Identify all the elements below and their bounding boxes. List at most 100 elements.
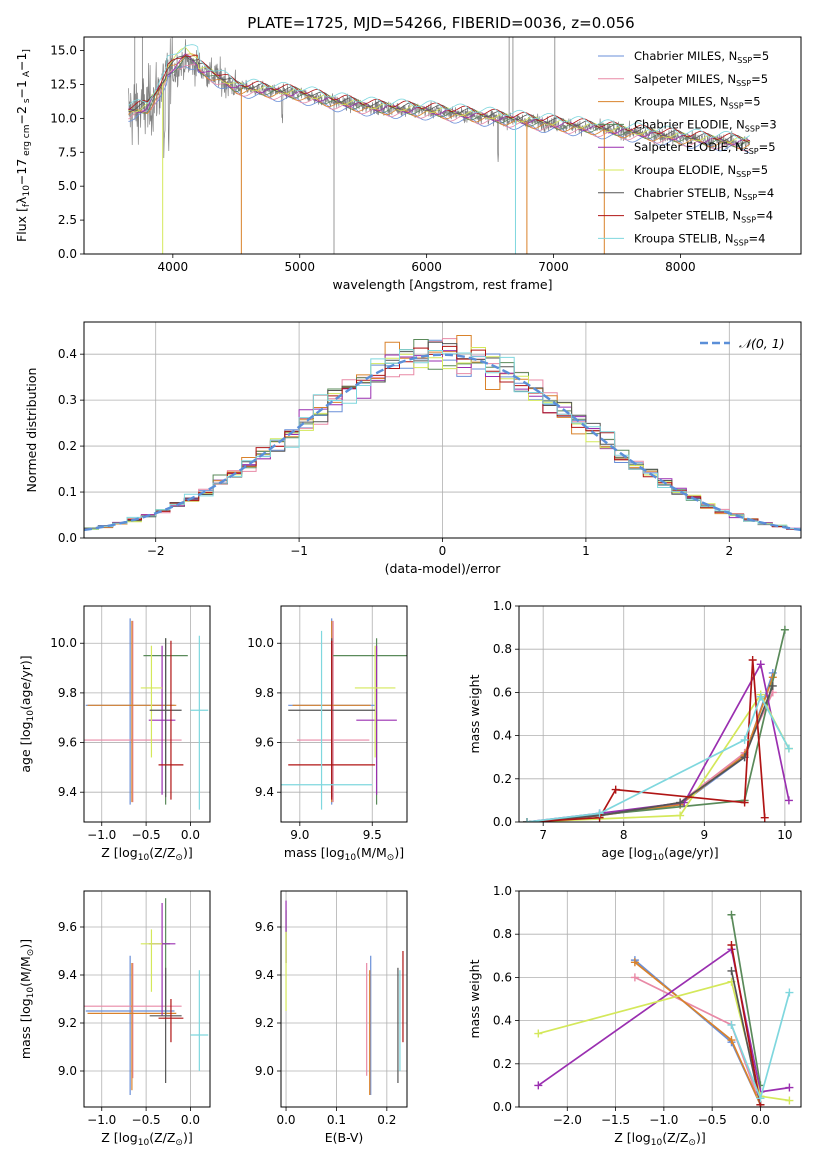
- y-axis-label-part: 10: [26, 987, 36, 999]
- y-tick-label: 9.0: [58, 1064, 77, 1078]
- x-tick-label: 0.0: [181, 828, 200, 842]
- y-axis-label-part: mass [log: [18, 998, 33, 1059]
- weight-marker: [756, 692, 765, 701]
- error-bar-point: [158, 999, 184, 1043]
- x-tick-label: −0.5: [132, 1113, 161, 1127]
- y-tick-label: 9.2: [255, 1016, 274, 1030]
- x-tick-label: 0.0: [276, 1113, 295, 1127]
- x-tick-label: 4000: [158, 260, 189, 274]
- legend-sep: , N: [718, 231, 734, 245]
- legend-name: Salpeter MILES: [634, 72, 720, 86]
- y-axis-label-part: (M/M: [18, 956, 33, 987]
- x-tick-label: −2.0: [553, 1113, 582, 1127]
- plot-area: [281, 618, 407, 810]
- weight-line: [527, 677, 774, 822]
- model-line: [128, 54, 750, 142]
- legend-sep: , N: [725, 209, 741, 223]
- legend-nssp: 5: [761, 163, 768, 177]
- legend-sep: , N: [729, 117, 745, 131]
- legend-entry: Salpeter STELIB, NSSP=4: [634, 209, 773, 225]
- y-tick-label: 9.8: [58, 686, 77, 700]
- y-tick-label: 10.0: [50, 636, 77, 650]
- weight-marker: [784, 744, 793, 753]
- error-bar-point: [87, 620, 177, 803]
- weight-marker: [534, 1081, 543, 1090]
- y-axis-label-part: −2: [14, 106, 29, 124]
- x-tick-label: −1.0: [87, 828, 116, 842]
- legend-nssp: 4: [758, 231, 765, 245]
- y-tick-label: 0.0: [58, 247, 77, 261]
- legend-eq: =: [757, 186, 767, 200]
- legend-sep: , N: [726, 186, 742, 200]
- x-axis-label-part: ⊙: [175, 853, 183, 863]
- y-tick-label: 10.0: [247, 636, 274, 650]
- x-axis-label-part: 10: [138, 853, 150, 863]
- y-tick-label: 0.0: [493, 1100, 512, 1114]
- legend-sub: SSP: [744, 147, 759, 156]
- panel-weight_vs_Z: −2.0 −1.5 −1.0 −0.5 0.0 0.0 0.2 0.4 0.6 0.8 1.0 Z […: [467, 884, 802, 1148]
- legend-nssp: 4: [767, 186, 774, 200]
- model-line: [128, 47, 750, 144]
- x-axis-label-part: 10: [138, 1138, 150, 1148]
- y-tick-label: 0.1: [58, 485, 77, 499]
- legend-sep: , N: [713, 95, 729, 109]
- plot-area: [84, 618, 209, 810]
- y-axis-label-part: Flux [: [14, 207, 29, 242]
- legend-name: Salpeter STELIB: [634, 209, 725, 223]
- y-tick-label: 0.6: [493, 970, 512, 984]
- weight-marker: [523, 818, 532, 822]
- x-axis-label-part: Z [log: [614, 1130, 650, 1145]
- error-bar-point: [84, 963, 182, 1079]
- weight-marker: [756, 660, 765, 669]
- x-tick-label: 7: [539, 828, 547, 842]
- y-axis-label-part: f: [22, 203, 32, 207]
- weight-marker: [676, 811, 685, 820]
- x-axis-label-part: 10: [651, 1138, 663, 1148]
- y-tick-label: 0.2: [493, 1057, 512, 1071]
- weight-marker: [740, 735, 749, 744]
- plot-area: [285, 900, 404, 1095]
- legend-sub: SSP: [742, 193, 757, 202]
- gaussian-curve: [84, 353, 801, 532]
- x-tick-label: 0: [439, 544, 447, 558]
- x-tick-label: −1.5: [601, 1113, 630, 1127]
- x-tick-label: 8: [620, 828, 628, 842]
- legend-eq: =: [749, 231, 759, 245]
- x-axis-label-part: Z [log: [101, 845, 137, 860]
- error-bar-point: [85, 618, 175, 805]
- y-tick-label: 7.5: [58, 145, 77, 159]
- legend-sep: , N: [720, 163, 736, 177]
- y-tick-label: 0.4: [58, 347, 77, 361]
- x-tick-label: 0.0: [181, 1113, 200, 1127]
- legend-name: Chabrier ELODIE: [634, 117, 729, 131]
- x-tick-label: 0.1: [327, 1113, 346, 1127]
- weight-marker: [785, 1083, 794, 1092]
- x-tick-label: 9.5: [363, 828, 382, 842]
- x-tick-label: −1.0: [87, 1113, 116, 1127]
- legend-name: Kroupa MILES: [634, 95, 713, 109]
- y-tick-label: 2.5: [58, 213, 77, 227]
- panel-mass_vs_ebv: 0.0 0.1 0.2 9.0 9.2 9.4 9.6 E(B-V): [255, 890, 408, 1145]
- x-axis-label-part: (Z/Z: [662, 1130, 688, 1145]
- axes-frame: [83, 36, 802, 255]
- weight-marker: [630, 973, 639, 982]
- x-axis-label-part: )]: [183, 845, 193, 860]
- histogram-step: [84, 341, 801, 530]
- y-axis-label-part: λ: [14, 196, 29, 204]
- x-axis-label-part: ⊙: [175, 1138, 183, 1148]
- histogram-step: [84, 349, 801, 530]
- legend-name: Chabrier MILES: [634, 49, 721, 63]
- y-axis-label: mass weight: [467, 959, 482, 1038]
- x-axis-label-part: )]: [696, 1130, 706, 1145]
- weight-marker: [534, 1029, 543, 1038]
- weight-marker: [740, 798, 749, 807]
- y-tick-label: 9.6: [58, 736, 77, 750]
- weight-marker: [785, 1096, 794, 1105]
- panel-age_vs_mass: 9.0 9.5 9.4 9.6 9.8 10.0 mass [log10(M/M⊙)]: [247, 605, 408, 863]
- error-bar-point: [296, 620, 370, 803]
- y-tick-label: 0.3: [58, 393, 77, 407]
- legend-entry: Chabrier MILES, NSSP=5: [634, 49, 769, 65]
- y-tick-label: 0.2: [58, 439, 77, 453]
